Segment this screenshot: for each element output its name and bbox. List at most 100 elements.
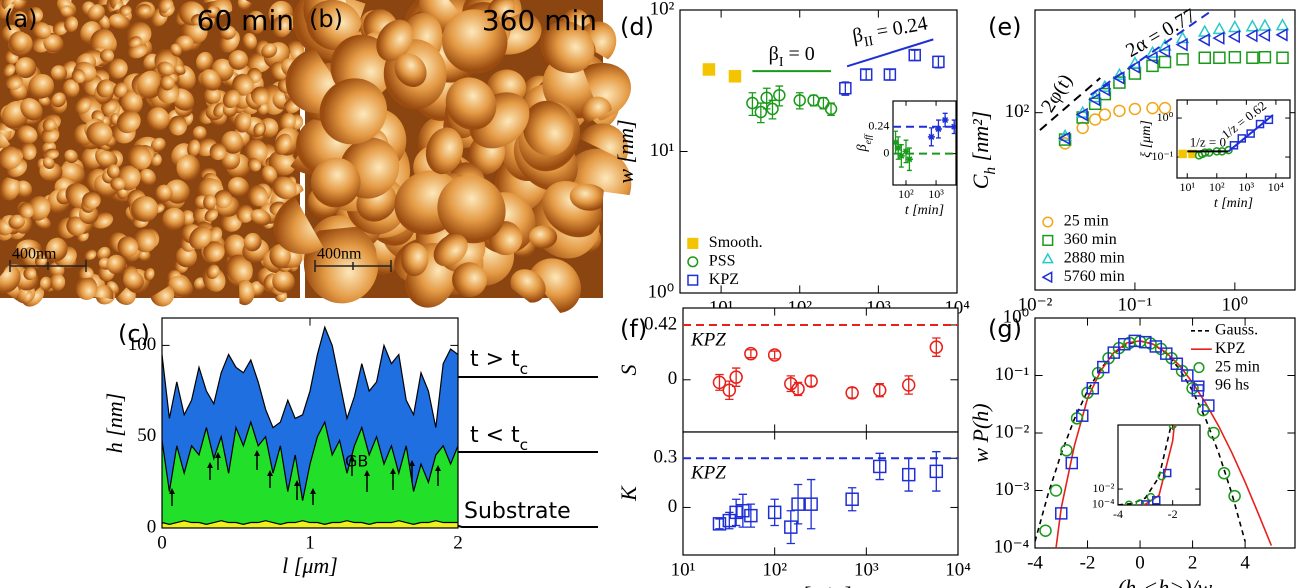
point	[722, 383, 737, 397]
x-tick-label: 10¹	[1179, 180, 1195, 194]
grain	[62, 79, 80, 98]
grain	[319, 78, 387, 145]
x-tick-label: 10⁻²	[1018, 295, 1053, 316]
x-tick-label: -4	[1027, 553, 1043, 574]
panel-title: 60 min	[197, 4, 294, 37]
y-tick-label: 10⁻²	[995, 421, 1030, 442]
point	[754, 105, 768, 119]
point	[1228, 50, 1242, 64]
grain	[106, 164, 120, 179]
grain	[271, 15, 292, 38]
y-axis-label: h [nm]	[102, 393, 127, 454]
error-bar	[746, 349, 756, 359]
fit-line	[1039, 77, 1101, 131]
grain	[128, 36, 142, 48]
grain	[234, 112, 252, 133]
grain	[51, 92, 67, 108]
x-tick-label: -2	[1168, 507, 1178, 521]
grain	[569, 183, 608, 211]
grain	[224, 234, 247, 261]
fit-label-part: = 0	[784, 43, 815, 65]
point	[872, 383, 887, 397]
grain	[39, 276, 53, 291]
y-tick-label: 10⁻²	[1092, 481, 1114, 495]
legend-swatch	[1042, 234, 1054, 246]
grain	[84, 249, 97, 260]
grain	[34, 254, 48, 267]
y-axis-label-part: [nm²]	[968, 111, 993, 167]
point	[791, 382, 805, 396]
point	[859, 68, 873, 81]
grain	[244, 139, 268, 163]
point	[1065, 456, 1079, 470]
y-tick-label: 0.3	[654, 447, 678, 468]
y-tick-label: 0	[668, 496, 678, 517]
grain	[269, 244, 291, 269]
grain	[44, 148, 60, 159]
point	[1145, 50, 1158, 65]
growth-arrow-head	[294, 480, 300, 486]
growth-arrow-head	[435, 465, 441, 471]
y-tick-label: 0	[668, 368, 678, 389]
grain	[155, 184, 173, 203]
grain	[43, 34, 64, 53]
point	[1207, 426, 1220, 440]
y-tick-label: 10¹	[650, 140, 675, 161]
point	[1276, 51, 1289, 64]
grain	[242, 32, 257, 50]
y-axis-label-part: β	[855, 144, 870, 152]
x-axis-label: t [min]	[905, 203, 944, 218]
fit-label-part: II	[863, 34, 875, 50]
x-tick-label: 10²	[762, 560, 787, 581]
point	[905, 155, 913, 163]
point	[773, 88, 786, 102]
growth-arrow-head	[310, 488, 316, 494]
reference-label: KPZ	[690, 329, 726, 350]
x-tick-label: 4	[1240, 553, 1250, 574]
x-tick-label: 10⁻¹	[1118, 295, 1153, 316]
grain	[168, 115, 188, 136]
point	[1075, 107, 1088, 122]
point	[894, 144, 902, 152]
x-tick-label: 10³	[928, 187, 944, 201]
error-bar	[715, 518, 724, 530]
point	[712, 375, 727, 390]
y-axis-label: ξ [μm]	[1139, 120, 1154, 158]
point	[1198, 51, 1212, 64]
y-tick-label: 10⁻¹	[1151, 149, 1173, 163]
point	[1224, 145, 1233, 155]
x-tick-label: 10²	[898, 187, 914, 201]
grain	[110, 177, 126, 191]
annotation-part: c	[520, 436, 528, 454]
x-tick-label: 10¹	[671, 560, 696, 581]
scale-bar	[314, 260, 392, 272]
grain	[207, 6, 222, 18]
annotation: Substrate	[464, 499, 571, 524]
point	[1227, 29, 1240, 44]
curve	[1118, 425, 1172, 505]
error-bar	[715, 373, 724, 391]
point	[804, 497, 818, 511]
grain	[49, 273, 66, 291]
grain	[445, 77, 497, 130]
point	[1152, 496, 1161, 505]
error-bar	[793, 483, 803, 525]
grain	[261, 165, 278, 184]
panel-label: (f)	[620, 315, 647, 343]
point	[929, 340, 944, 354]
annotation-part: t < t	[470, 423, 520, 448]
grain	[272, 270, 295, 293]
grain	[97, 150, 118, 168]
grain	[246, 10, 266, 35]
grain	[232, 73, 254, 96]
grain	[442, 9, 508, 74]
point	[1246, 51, 1259, 64]
point	[1039, 524, 1052, 537]
grain	[187, 139, 201, 157]
grain	[90, 28, 115, 54]
point	[883, 68, 897, 81]
point	[1141, 500, 1150, 505]
x-axis-label: t [min]	[1214, 196, 1253, 211]
legend-label: KPZ	[709, 271, 739, 288]
